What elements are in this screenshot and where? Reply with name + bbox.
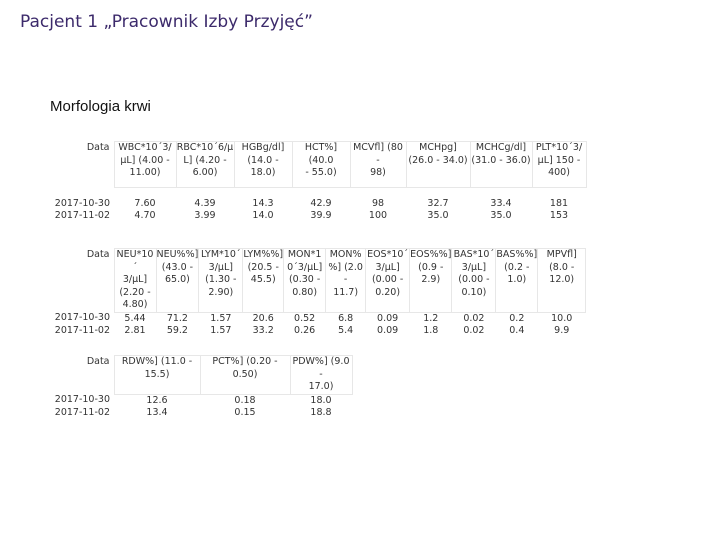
cell-pct: 0.15 [234, 407, 256, 418]
header-bas: BAS*10´ 3/µL] (0.00 - 0.10) [451, 248, 497, 313]
cell-rbc: 4.39 [194, 197, 216, 209]
slide-title: Pacjent 1 „Pracownik Izby Przyjęć” [20, 12, 313, 32]
lab-table: Data WBC*10´3/ µL] (4.00 - 11.00) RBC*10… [52, 141, 587, 223]
cell-wbc: 4.70 [134, 210, 156, 221]
header-wbc: WBC*10´3/ µL] (4.00 - 11.00) [113, 141, 177, 188]
lab-table: Data NEU*10´ 3/µL] (2.20 - 4.80) NEU%%] … [52, 248, 587, 338]
row-date: 2017-11-02 [54, 325, 110, 336]
cell-hct: 42.9 [310, 197, 332, 209]
cell-rbc: 3.99 [194, 210, 216, 221]
cell-pdw: 18.0 [310, 394, 332, 406]
cell-plt: 153 [549, 210, 569, 221]
header-date: Data [86, 248, 110, 260]
cell-mcv: 100 [368, 210, 388, 221]
section-title: Morfologia krwi [50, 98, 151, 115]
cell-hgb: 14.0 [252, 210, 274, 221]
table-row: 2017-11-02 2.81 59.2 1.57 33.2 0.26 5.4 … [52, 325, 586, 338]
row-date: 2017-10-30 [54, 394, 110, 405]
cell-neu: 5.44 [124, 312, 146, 324]
cell-mch: 35.0 [427, 210, 449, 221]
table-row: 2017-10-30 5.44 71.2 1.57 20.6 0.52 6.8 … [52, 312, 586, 325]
header-pct: PCT%] (0.20 - 0.50) [199, 355, 291, 395]
row-date: 2017-11-02 [54, 407, 110, 418]
header-eos: EOS*10´ 3/µL] (0.00 - 0.20) [365, 248, 411, 313]
header-mon-percent: MON% %] (2.0 - 11.7) [325, 248, 367, 313]
cell-mon-percent: 6.8 [338, 312, 354, 324]
cell-lym-percent: 20.6 [252, 312, 274, 324]
blood-count-table-2: Data NEU*10´ 3/µL] (2.20 - 4.80) NEU%%] … [52, 248, 587, 338]
header-hgb: HGBg/dl] (14.0 - 18.0) [233, 141, 293, 188]
cell-rdw: 13.4 [146, 407, 168, 418]
header-rdw: RDW%] (11.0 - 15.5) [113, 355, 201, 395]
table-row: 2017-11-02 4.70 3.99 14.0 39.9 100 35.0 … [52, 210, 586, 223]
cell-neu-percent: 59.2 [166, 325, 188, 336]
cell-eos: 0.09 [377, 312, 399, 324]
header-mch: MCHpg] (26.0 - 34.0) [405, 141, 471, 188]
header-eos-percent: EOS%%] (0.9 - 2.9) [409, 248, 453, 313]
header-lym: LYM*10´ 3/µL] (1.30 - 2.90) [198, 248, 244, 313]
cell-mon-percent: 5.4 [338, 325, 354, 336]
header-lym-percent: LYM%%] (20.5 - 45.5) [242, 248, 285, 313]
table-row: 2017-11-02 13.4 0.15 18.8 [52, 407, 352, 420]
header-plt: PLT*10´3/ µL] 150 - 400) [531, 141, 587, 188]
header-hct: HCT%] (40.0 - 55.0) [291, 141, 351, 188]
header-bas-percent: BAS%%] (0.2 - 1.0) [495, 248, 539, 313]
cell-mcv: 98 [371, 197, 385, 209]
blood-count-table-3: Data RDW%] (11.0 - 15.5) PCT%] (0.20 - 0… [52, 355, 353, 420]
cell-eos: 0.09 [377, 325, 399, 336]
row-date: 2017-11-02 [54, 210, 110, 221]
row-date: 2017-10-30 [54, 197, 110, 209]
header-mcv: MCVfl] (80 - 98) [349, 141, 407, 188]
cell-bas-percent: 0.4 [509, 325, 525, 336]
blood-count-table-1: Data WBC*10´3/ µL] (4.00 - 11.00) RBC*10… [52, 141, 587, 223]
cell-mch: 32.7 [427, 197, 449, 209]
header-mpv: MPVfl] (8.0 - 12.0) [537, 248, 587, 313]
header-mon: MON*1 0´3/µL] (0.30 - 0.80) [283, 248, 327, 313]
cell-bas: 0.02 [463, 312, 485, 324]
cell-wbc: 7.60 [134, 197, 156, 209]
row-date: 2017-10-30 [54, 312, 110, 323]
cell-rdw: 12.6 [146, 394, 168, 406]
cell-mon: 0.52 [294, 312, 316, 324]
table-row: 2017-10-30 7.60 4.39 14.3 42.9 98 32.7 3… [52, 198, 586, 211]
header-neu: NEU*10´ 3/µL] (2.20 - 4.80) [113, 248, 157, 313]
cell-neu: 2.81 [124, 325, 146, 336]
cell-neu-percent: 71.2 [166, 312, 188, 324]
lab-table: Data RDW%] (11.0 - 15.5) PCT%] (0.20 - 0… [52, 355, 353, 420]
cell-pct: 0.18 [234, 394, 256, 406]
cell-mchc: 33.4 [490, 197, 512, 209]
cell-plt: 181 [549, 197, 569, 209]
cell-lym: 1.57 [210, 325, 232, 336]
cell-mpv: 10.0 [551, 312, 573, 324]
header-date: Data [86, 355, 110, 367]
cell-mpv: 9.9 [554, 325, 570, 336]
header-pdw: PDW%] (9.0 - 17.0) [289, 355, 353, 395]
cell-lym: 1.57 [210, 312, 232, 324]
header-neu-percent: NEU%%] (43.0 - 65.0) [155, 248, 200, 313]
header-date: Data [86, 141, 110, 153]
cell-hgb: 14.3 [252, 197, 274, 209]
cell-bas: 0.02 [463, 325, 485, 336]
cell-hct: 39.9 [310, 210, 332, 221]
header-mchc: MCHCg/dl] (31.0 - 36.0) [469, 141, 533, 188]
cell-eos-percent: 1.8 [423, 325, 439, 336]
table-row: 2017-10-30 12.6 0.18 18.0 [52, 394, 352, 407]
cell-eos-percent: 1.2 [423, 312, 439, 324]
cell-mon: 0.26 [294, 325, 316, 336]
header-rbc: RBC*10´6/µ L] (4.20 - 6.00) [175, 141, 235, 188]
cell-mchc: 35.0 [490, 210, 512, 221]
cell-lym-percent: 33.2 [252, 325, 274, 336]
cell-pdw: 18.8 [310, 407, 332, 418]
cell-bas-percent: 0.2 [509, 312, 525, 324]
